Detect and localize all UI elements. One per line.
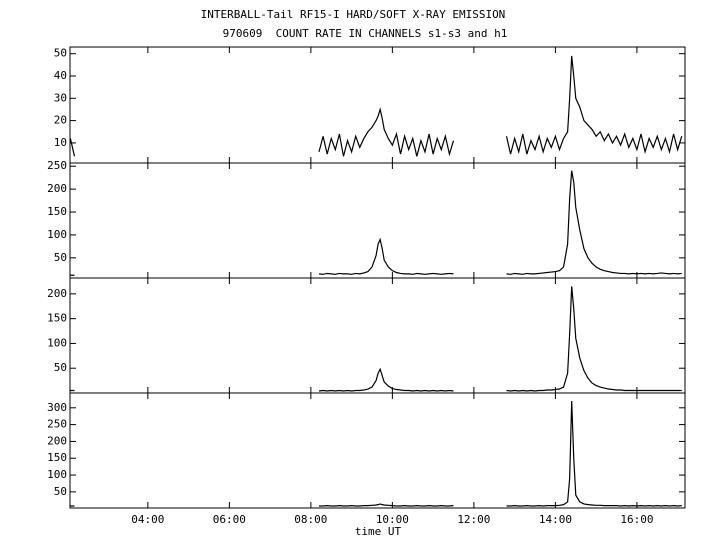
y-tick-label: 200 [47,182,67,195]
y-tick-label: 250 [47,159,67,172]
y-tick-label: 250 [47,418,67,431]
y-tick-label: 150 [47,451,67,464]
x-tick-label: 06:00 [213,513,246,526]
y-tick-label: 10 [54,136,67,149]
y-tick-label: 50 [54,485,67,498]
y-tick-label: 20 [54,114,67,127]
y-tick-label: 50 [54,361,67,374]
y-tick-label: 150 [47,205,67,218]
y-tick-label: 30 [54,91,67,104]
chart-subtitle: 970609 COUNT RATE IN CHANNELS s1-s3 and … [223,27,508,40]
x-tick-label: 16:00 [620,513,653,526]
y-tick-label: 50 [54,251,67,264]
panel-frame [69,392,686,509]
x-axis-label: time UT [355,525,402,538]
data-line [69,55,683,157]
chart-title: INTERBALL-Tail RF15-I HARD/SOFT X-RAY EM… [201,8,506,21]
x-tick-label: 04:00 [131,513,164,526]
data-line [70,170,682,276]
data-line [70,401,682,507]
x-tick-label: 10:00 [376,513,409,526]
y-tick-label: 200 [47,434,67,447]
y-tick-label: 150 [47,312,67,325]
y-tick-label: 100 [47,468,67,481]
y-tick-label: 300 [47,401,67,414]
data-line [70,286,682,392]
y-tick-label: 100 [47,336,67,349]
y-tick-label: 100 [47,228,67,241]
y-tick-label: 200 [47,287,67,300]
x-tick-label: 08:00 [294,513,327,526]
x-tick-label: 12:00 [457,513,490,526]
y-tick-label: 50 [54,47,67,60]
y-tick-label: 40 [54,69,67,82]
x-tick-label: 14:00 [539,513,572,526]
